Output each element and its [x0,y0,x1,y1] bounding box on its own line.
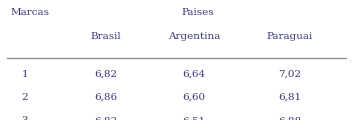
Text: 7,02: 7,02 [278,70,301,79]
Text: 6,60: 6,60 [183,93,206,102]
Text: 6,82: 6,82 [94,70,118,79]
Text: 6,64: 6,64 [183,70,206,79]
Text: 3: 3 [22,116,28,120]
Text: 1: 1 [22,70,28,79]
Text: 6,86: 6,86 [94,93,118,102]
Text: 6,88: 6,88 [278,116,301,120]
Text: Argentina: Argentina [168,32,220,41]
Text: 2: 2 [22,93,28,102]
Text: Paises: Paises [181,8,214,17]
Text: 6,83: 6,83 [94,116,118,120]
Text: Paraguai: Paraguai [266,32,313,41]
Text: Brasil: Brasil [90,32,121,41]
Text: 6,81: 6,81 [278,93,301,102]
Text: 6,51: 6,51 [183,116,206,120]
Text: Marcas: Marcas [11,8,49,17]
